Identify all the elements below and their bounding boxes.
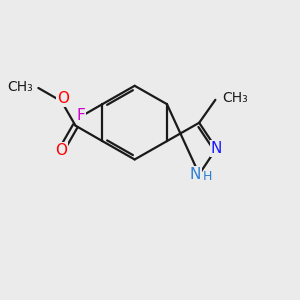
Text: N: N	[211, 141, 222, 156]
Text: F: F	[76, 108, 85, 123]
Text: O: O	[56, 142, 68, 158]
Text: N: N	[190, 167, 201, 182]
Text: H: H	[203, 170, 212, 183]
Text: CH₃: CH₃	[222, 91, 248, 105]
Text: O: O	[57, 91, 69, 106]
Text: CH₃: CH₃	[7, 80, 33, 94]
